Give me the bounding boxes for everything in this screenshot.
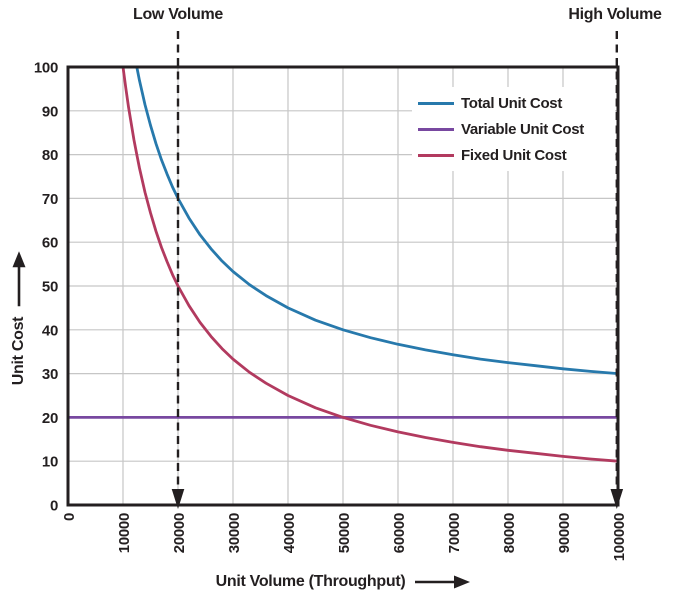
y-tick-label: 50 bbox=[42, 279, 58, 296]
y-axis-title: Unit Cost bbox=[10, 250, 28, 386]
y-tick-label: 20 bbox=[42, 410, 58, 427]
y-tick-label: 0 bbox=[50, 498, 58, 515]
x-tick-label: 90000 bbox=[556, 513, 573, 553]
y-tick-label: 70 bbox=[42, 191, 58, 208]
legend-swatch-total-unit-cost bbox=[418, 101, 454, 105]
annotation-label-low-volume: Low Volume bbox=[132, 6, 224, 23]
annotation-arrow-high-volume bbox=[610, 489, 624, 509]
x-tick-label: 0 bbox=[61, 513, 78, 521]
legend-label-variable-unit-cost: Variable Unit Cost bbox=[461, 120, 584, 138]
y-tick-label: 90 bbox=[42, 103, 58, 120]
y-tick-label: 60 bbox=[42, 235, 58, 252]
y-tick-label: 30 bbox=[42, 366, 58, 383]
plot-border bbox=[66, 65, 620, 507]
x-tick-label: 60000 bbox=[391, 513, 408, 553]
x-axis-title-label: Unit Volume (Throughput) bbox=[215, 573, 406, 590]
y-tick-label: 80 bbox=[42, 147, 58, 164]
legend-swatch-variable-unit-cost bbox=[418, 127, 454, 131]
y-axis-title-label: Unit Cost bbox=[10, 316, 27, 386]
x-axis-title: Unit Volume (Throughput) bbox=[68, 573, 618, 591]
y-tick-label: 10 bbox=[42, 454, 58, 471]
series-line-total-unit-cost bbox=[135, 67, 618, 375]
y-tick-label: 40 bbox=[42, 322, 58, 339]
y-tick-label: 100 bbox=[34, 60, 58, 77]
x-tick-label: 40000 bbox=[281, 513, 298, 553]
x-tick-label: 100000 bbox=[611, 513, 628, 561]
up-arrow-icon bbox=[12, 250, 26, 306]
legend-label-fixed-unit-cost: Fixed Unit Cost bbox=[461, 146, 567, 164]
x-tick-label: 10000 bbox=[116, 513, 133, 553]
x-tick-label: 80000 bbox=[501, 513, 518, 553]
annotation-label-high-volume: High Volume bbox=[568, 6, 662, 23]
legend-item-total-unit-cost: Total Unit Cost bbox=[418, 90, 615, 116]
chart-legend: Total Unit Cost Variable Unit Cost Fixed U… bbox=[412, 87, 615, 171]
x-tick-label: 70000 bbox=[446, 513, 463, 553]
x-tick-label: 50000 bbox=[336, 513, 353, 553]
x-tick-label: 30000 bbox=[226, 513, 243, 553]
legend-item-fixed-unit-cost: Fixed Unit Cost bbox=[418, 142, 615, 168]
annotation-arrow-low-volume bbox=[171, 489, 185, 509]
x-tick-label: 20000 bbox=[171, 513, 188, 553]
right-arrow-icon bbox=[415, 575, 471, 589]
legend-item-variable-unit-cost: Variable Unit Cost bbox=[418, 116, 615, 142]
legend-label-total-unit-cost: Total Unit Cost bbox=[461, 94, 563, 112]
series-line-fixed-unit-cost bbox=[121, 67, 618, 463]
legend-swatch-fixed-unit-cost bbox=[418, 153, 454, 157]
